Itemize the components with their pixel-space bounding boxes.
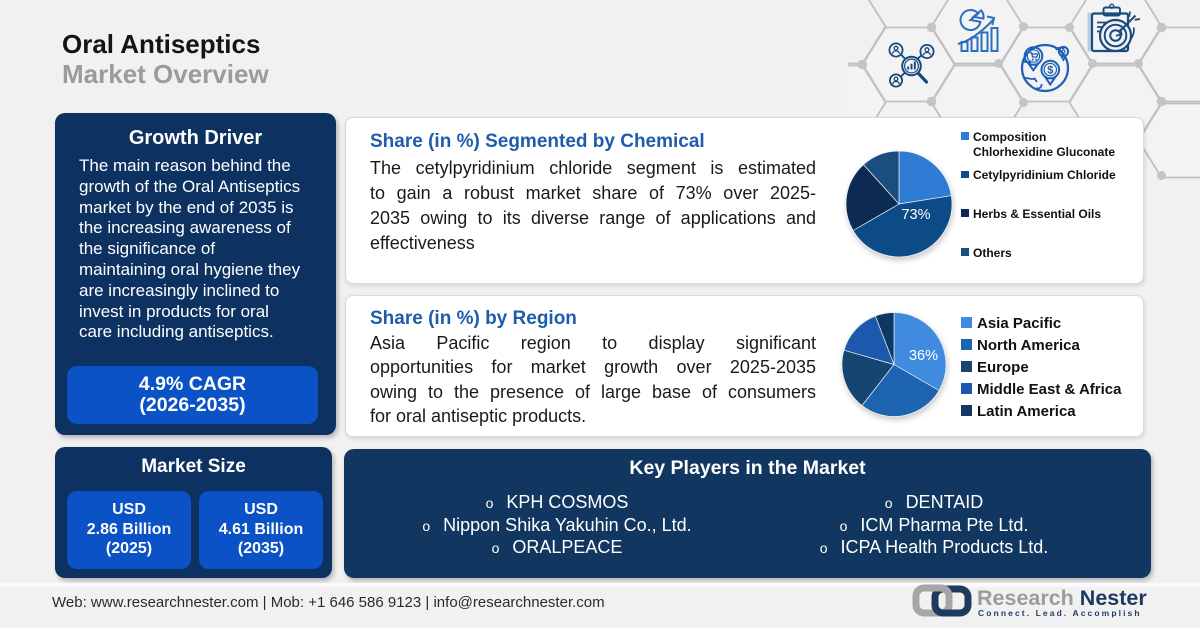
- svg-text:Research Nester: Research Nester: [977, 586, 1147, 610]
- svg-text:$: $: [1047, 65, 1053, 77]
- svg-text:36%: 36%: [909, 348, 938, 364]
- svg-text:Connect. Lead. Accomplish: Connect. Lead. Accomplish: [978, 608, 1142, 618]
- svg-text:73%: 73%: [901, 207, 930, 223]
